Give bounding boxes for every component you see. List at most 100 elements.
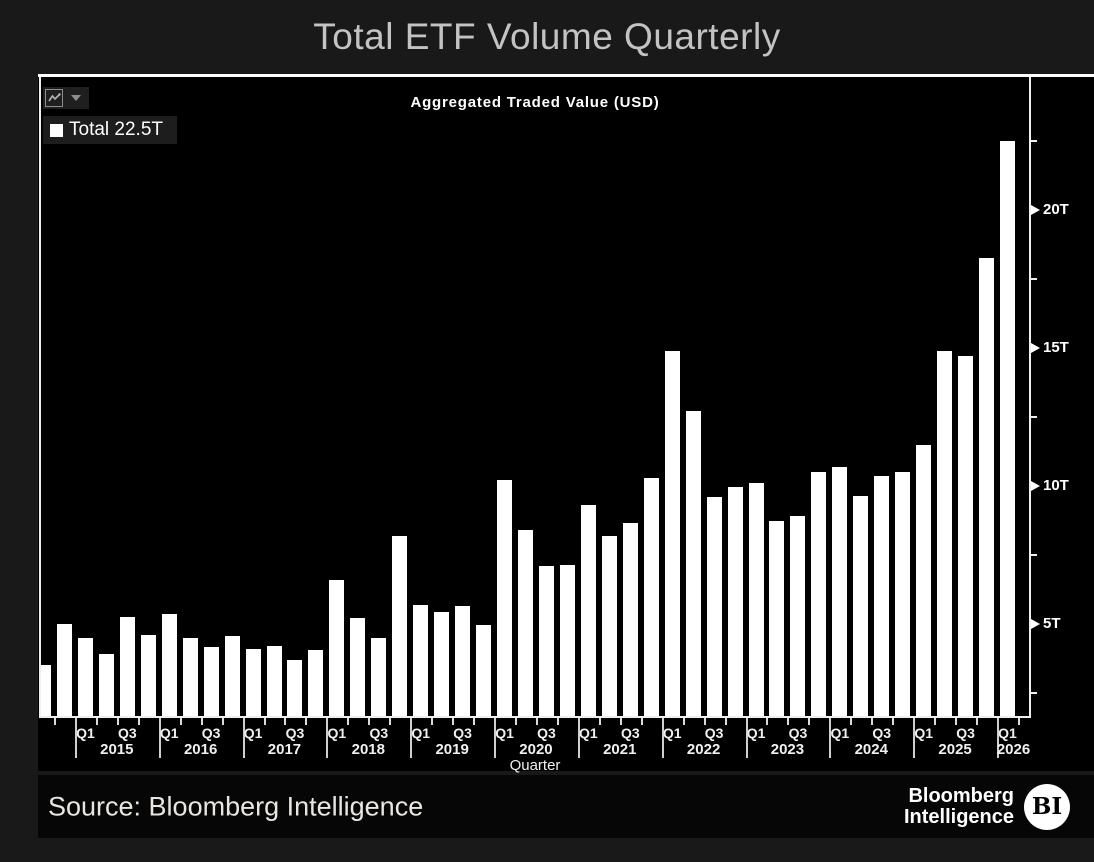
bar-q1-2023	[748, 483, 764, 716]
year-separator-2021	[577, 718, 580, 758]
x-axis-tick	[766, 718, 769, 725]
x-axis-tick	[116, 718, 119, 725]
bar-q4-2024	[895, 472, 911, 716]
x-axis-tick	[452, 718, 455, 725]
quarter-label-q3-2023: Q3	[788, 725, 808, 741]
bar-q4-2021	[643, 477, 659, 716]
x-axis-tick	[95, 718, 98, 725]
legend-swatch	[50, 123, 63, 137]
quarter-label-q3-2018: Q3	[369, 725, 389, 741]
x-axis-tick	[619, 718, 622, 725]
year-separator-2025	[913, 718, 916, 758]
quarter-label-q1-2025: Q1	[914, 725, 934, 741]
year-label-2018: 2018	[351, 741, 385, 758]
y-minor-tick-12.5T	[1030, 416, 1037, 418]
x-axis-tick	[53, 718, 56, 725]
x-axis-tick	[724, 718, 727, 725]
y-axis-line	[1029, 77, 1031, 718]
quarter-label-q3-2015: Q3	[117, 725, 137, 741]
bar-q3-2019	[455, 606, 471, 716]
bar-q3-2025	[958, 356, 974, 716]
year-label-2017: 2017	[267, 741, 302, 758]
quarter-label-q1-2023: Q1	[746, 725, 766, 741]
x-axis-tick	[703, 718, 706, 725]
year-separator-2020	[494, 718, 497, 758]
bar-q1-2020	[497, 480, 513, 716]
quarter-label-q1-2016: Q1	[159, 725, 179, 741]
x-axis-tick	[137, 718, 140, 725]
plot-left-border	[39, 77, 41, 718]
x-axis-tick	[515, 718, 517, 725]
quarter-label-q3-2016: Q3	[201, 725, 221, 741]
x-axis-line	[39, 716, 1031, 718]
x-axis-tick	[221, 718, 224, 725]
year-label-2015: 2015	[100, 741, 134, 758]
x-axis-tick	[955, 718, 958, 725]
year-separator-2023	[745, 718, 748, 758]
y-minor-tick-7.5T	[1030, 554, 1037, 556]
year-separator-2019	[410, 718, 413, 758]
year-separator-2015	[74, 718, 77, 758]
x-axis-tick	[976, 718, 979, 725]
chart-type-dropdown[interactable]	[43, 87, 89, 109]
year-label-2020: 2020	[519, 741, 553, 758]
x-axis-tick	[808, 718, 811, 725]
year-label-2021: 2021	[603, 741, 637, 758]
bar-q3-2023	[790, 516, 806, 716]
x-axis-tick	[871, 718, 874, 725]
bar-q1-2019	[413, 604, 429, 716]
caret-down-icon	[71, 95, 81, 101]
bi-logo-badge: BI	[1024, 783, 1070, 830]
y-minor-tick-2.5T	[1030, 692, 1037, 694]
brand-line2: Intelligence	[903, 805, 1014, 828]
bar-q1-2018	[329, 579, 345, 716]
x-axis-tick	[640, 718, 643, 725]
year-label-2024: 2024	[854, 741, 888, 758]
bar-q4-2018	[392, 535, 408, 716]
footer-bar: Source: Bloomberg Intelligence Bloomberg…	[38, 775, 1094, 838]
quarter-label-q1-2026: Q1	[998, 725, 1017, 741]
x-axis-tick	[850, 718, 853, 725]
quarter-label-q1-2022: Q1	[662, 725, 682, 741]
bar-q4-2017	[308, 650, 324, 716]
quarter-label-q1-2020: Q1	[495, 725, 514, 741]
bar-series-container	[40, 77, 1029, 716]
x-axis-tick	[389, 718, 392, 725]
bar-q2-2025	[937, 350, 953, 716]
x-axis-tick	[200, 718, 203, 725]
line-chart-icon	[45, 89, 63, 107]
x-axis-tick	[535, 718, 538, 725]
bar-q1-2015	[77, 637, 93, 716]
y-minor-tick-22.5T	[1030, 140, 1037, 142]
legend-item-total[interactable]: Total 22.5T	[43, 116, 177, 144]
y-tick-label-5T: 5T	[1043, 615, 1061, 632]
year-label-2022: 2022	[686, 741, 721, 758]
bar-q3-2020	[538, 566, 554, 716]
bar-q4-2015	[140, 635, 156, 716]
chart-title: Aggregated Traded Value (USD)	[410, 94, 660, 111]
quarter-label-q1-2018: Q1	[327, 725, 347, 741]
year-label-2026: 2026	[996, 741, 1031, 758]
y-tick-arrow-20T	[1031, 205, 1040, 215]
quarter-label-q3-2019: Q3	[453, 725, 472, 741]
quarter-label-q1-2017: Q1	[243, 725, 263, 741]
bar-q4-2019	[476, 625, 492, 716]
bar-q4-2014	[56, 624, 72, 716]
x-axis-tick	[787, 718, 790, 725]
bar-q1-2026	[1000, 141, 1016, 716]
bar-q4-2016	[224, 636, 240, 716]
quarter-label-q1-2019: Q1	[411, 725, 431, 741]
quarter-label-q1-2015: Q1	[76, 725, 95, 741]
year-separator-2024	[829, 718, 832, 758]
bar-q4-2023	[811, 472, 827, 716]
quarter-label-q3-2021: Q3	[620, 725, 640, 741]
bar-q4-2022	[727, 487, 743, 716]
bar-q2-2024	[853, 495, 869, 716]
x-axis-title: Quarter	[509, 757, 561, 774]
y-tick-label-20T: 20T	[1043, 201, 1069, 218]
x-axis-tick	[431, 718, 434, 725]
x-axis-tick	[368, 718, 371, 725]
chart-panel: Aggregated Traded Value (USD) Total 22.5…	[38, 74, 1094, 774]
year-separator-2017	[242, 718, 245, 758]
x-axis-tick	[305, 718, 308, 725]
